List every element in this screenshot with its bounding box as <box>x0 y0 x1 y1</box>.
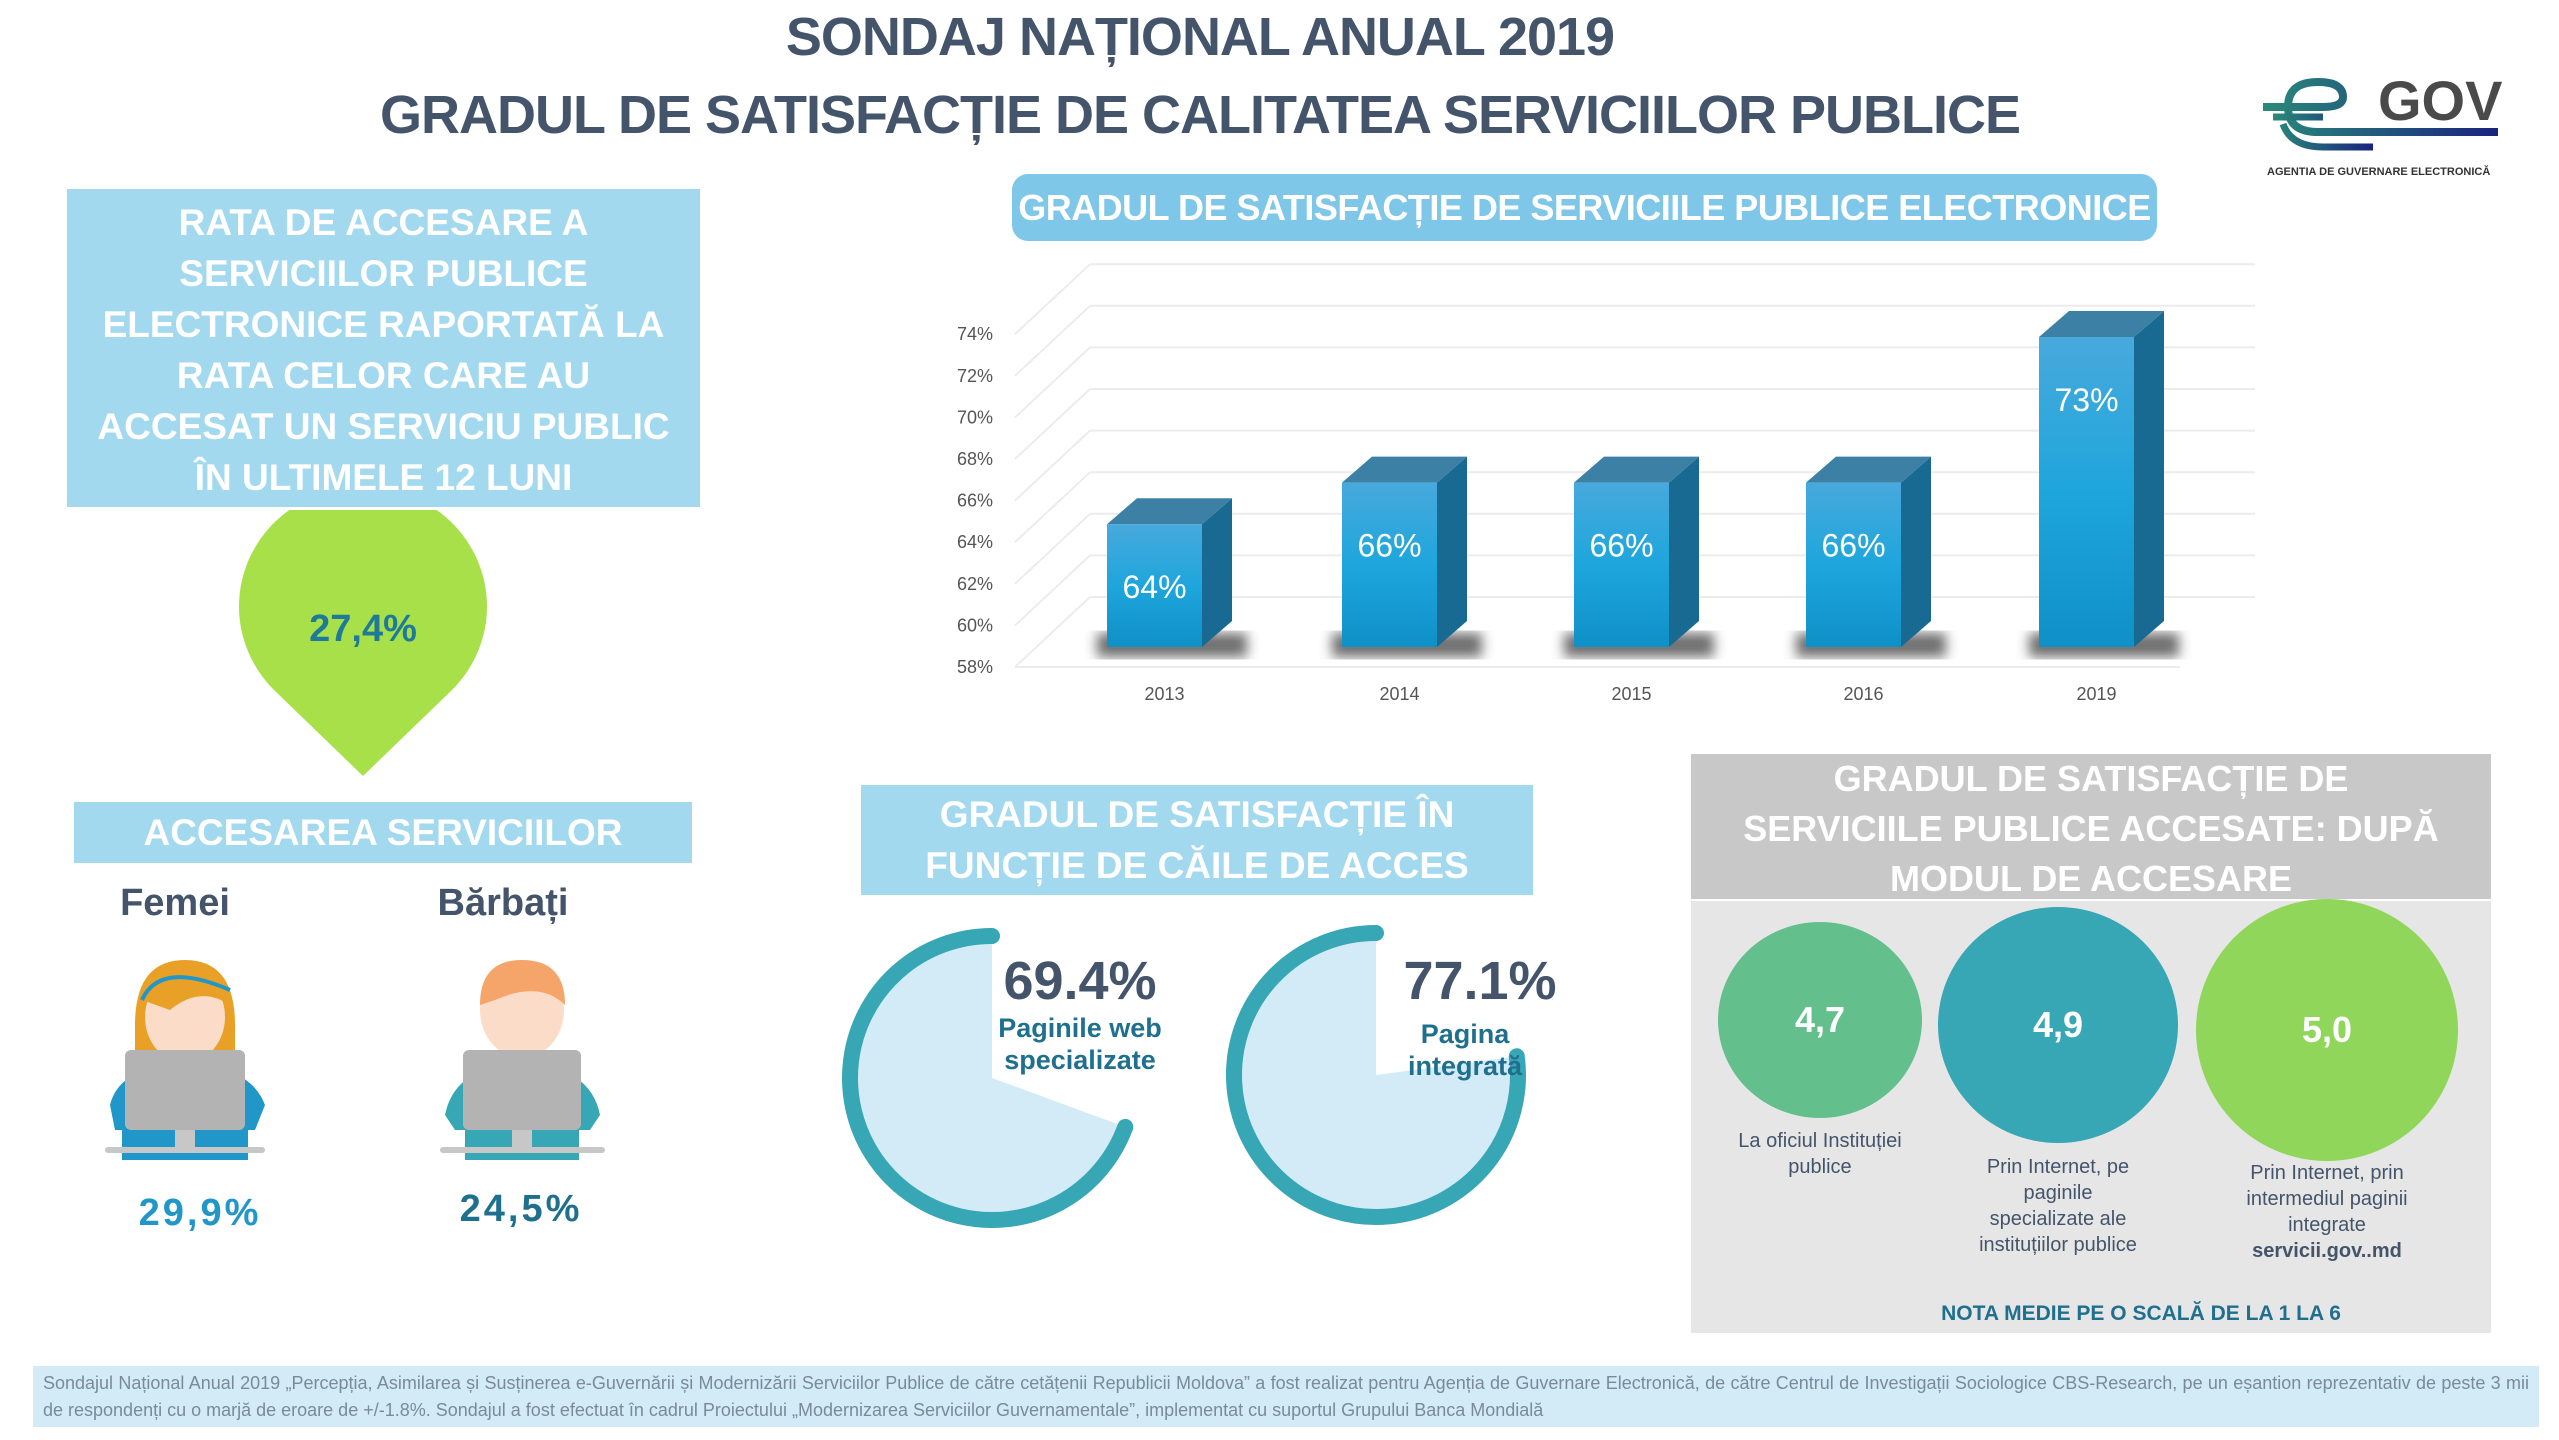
access-mode-title-box: GRADUL DE SATISFACȚIE DE SERVICIILE PUBL… <box>1691 754 2491 899</box>
gender-label-men: Bărbați <box>437 882 569 924</box>
channel-label-integrated-line1: Pagina <box>1420 1019 1510 1049</box>
mode-circle-office: 4,7 <box>1718 922 1922 1118</box>
bar-chart: 58% 60% 62% 64% 66% 68% 70% 72% 74% 64% 2013 66% 201… <box>957 263 2255 704</box>
bar-data-label: 66% <box>1357 528 1421 564</box>
egov-logo-icon: GOV <box>2263 69 2502 151</box>
bar-side <box>1202 498 1232 647</box>
y-tick-label: 60% <box>957 615 993 635</box>
bar-top <box>2039 311 2164 337</box>
y-tick-label: 68% <box>957 449 993 469</box>
pie-sector <box>1234 933 1518 1218</box>
gender-value-men: 24,5% <box>459 1188 583 1230</box>
bar-data-label: 66% <box>1821 528 1885 564</box>
page-title: SONDAJ NAȚIONAL ANUAL 2019 <box>785 7 1615 67</box>
x-tick-label: 2014 <box>1379 684 1419 704</box>
y-tick-label: 66% <box>957 491 993 511</box>
bar-data-label: 73% <box>2054 382 2118 418</box>
mode-label-integrated: Prin Internet, prin intermediul paginii … <box>2222 1160 2432 1264</box>
mode-label-integrated-url: servicii.gov..md <box>2252 1240 2402 1262</box>
bar-side <box>1669 456 1699 647</box>
bar <box>1574 482 1669 647</box>
logo-brand: GOV <box>2378 69 2502 132</box>
access-rate-value: 27,4% <box>309 608 417 650</box>
channel-value-integrated: 77.1% <box>1403 951 1557 1011</box>
access-mode-note: NOTA MEDIE PE O SCALĂ DE LA 1 LA 6 <box>1941 1302 2341 1325</box>
y-tick-label: 74% <box>957 324 993 344</box>
bar-data-label: 64% <box>1122 569 1186 605</box>
x-tick-label: 2019 <box>2076 684 2116 704</box>
access-mode-title: GRADUL DE SATISFACȚIE DE SERVICIILE PUBL… <box>1743 758 2439 899</box>
x-tick-label: 2013 <box>1144 684 1184 704</box>
bar <box>1806 482 1901 647</box>
gridline-diagonal <box>1014 305 1091 377</box>
bar-side <box>1437 456 1467 647</box>
location-pin-shape <box>239 510 487 776</box>
access-rate-title: RATA DE ACCESARE A SERVICIILOR PUBLICE E… <box>97 202 670 498</box>
bar-side <box>2134 311 2164 647</box>
y-tick-label: 58% <box>957 657 993 677</box>
mode-label-office: La oficiul Instituției publice <box>1738 1130 1902 1178</box>
access-rate-title-box: RATA DE ACCESARE A SERVICIILOR PUBLICE E… <box>67 189 700 507</box>
gridline-diagonal <box>1014 388 1091 460</box>
bar <box>1342 482 1437 647</box>
access-channels-pies <box>842 925 1526 1228</box>
channel-label-integrated-line2: integrată <box>1407 1051 1523 1081</box>
mode-label-integrated-text: Prin Internet, prin intermediul paginii … <box>2246 1162 2408 1236</box>
gender-title: ACCESAREA SERVICIILOR PUBLICE <box>143 812 623 914</box>
y-tick-label: 64% <box>957 532 993 552</box>
channel-label-web: Paginile web specializate <box>985 1012 1175 1076</box>
gridline-diagonal <box>1014 596 1091 668</box>
access-channels-title: GRADUL DE SATISFACȚIE ÎN FUNCȚIE DE CĂIL… <box>925 794 1469 886</box>
chart-title: GRADUL DE SATISFACȚIE DE SERVICIILE PUBL… <box>1012 174 2157 241</box>
gridline-diagonal <box>1014 471 1091 543</box>
logo-subtitle: AGENTIA DE GUVERNARE ELECTRONICĂ <box>2267 166 2491 178</box>
pie-arc <box>1226 925 1526 1225</box>
gridline-diagonal <box>1014 263 1091 335</box>
gridline-diagonal <box>1014 513 1091 585</box>
gender-title-box: ACCESAREA SERVICIILOR PUBLICE <box>74 802 692 914</box>
mode-circle-specialized: 4,9 <box>1938 907 2178 1143</box>
gridline-diagonal <box>1014 346 1091 419</box>
channel-label-web-line1: Paginile web <box>998 1013 1162 1043</box>
access-channels-title-box: GRADUL DE SATISFACȚIE ÎN FUNCȚIE DE CĂIL… <box>861 785 1533 895</box>
mode-circle-integrated: 5,0 <box>2196 899 2458 1161</box>
bar-side <box>1901 456 1931 647</box>
bar <box>1107 524 1202 647</box>
woman-at-computer-icon <box>105 960 265 1160</box>
footer-note: Sondajul Național Anual 2019 „Percepția,… <box>33 1366 2539 1427</box>
channel-label-web-line2: specializate <box>1004 1045 1156 1075</box>
man-at-computer-icon <box>440 960 605 1160</box>
footer-text: Sondajul Național Anual 2019 „Percepția,… <box>43 1373 2529 1420</box>
bar-top <box>1342 456 1467 483</box>
egov-logo: GOV AGENTIA DE GUVERNARE ELECTRONICĂ <box>2263 62 2513 182</box>
y-tick-label: 62% <box>957 574 993 594</box>
x-tick-label: 2016 <box>1843 684 1883 704</box>
bar-top <box>1107 498 1232 525</box>
bar <box>2039 337 2134 647</box>
mode-label-specialized: Prin Internet, pe paginile specializate … <box>1979 1156 2137 1256</box>
bar-top <box>1806 456 1931 483</box>
pie-sector <box>849 936 1126 1220</box>
gender-label-women: Femei <box>120 882 230 924</box>
gridline-diagonal <box>1014 554 1091 627</box>
x-tick-label: 2015 <box>1611 684 1651 704</box>
y-tick-label: 70% <box>957 407 993 427</box>
channel-value-web: 69.4% <box>1003 951 1157 1011</box>
gridline-diagonal <box>1014 429 1091 502</box>
y-tick-label: 72% <box>957 366 993 386</box>
gender-value-women: 29,9% <box>138 1192 262 1234</box>
bar-data-label: 66% <box>1589 528 1653 564</box>
page-subtitle: GRADUL DE SATISFACȚIE DE CALITATEA SERVI… <box>379 85 2021 145</box>
bar-top <box>1574 456 1699 483</box>
pie-arc <box>842 928 1134 1228</box>
channel-label-integrated: Pagina integrată <box>1390 1018 1540 1082</box>
